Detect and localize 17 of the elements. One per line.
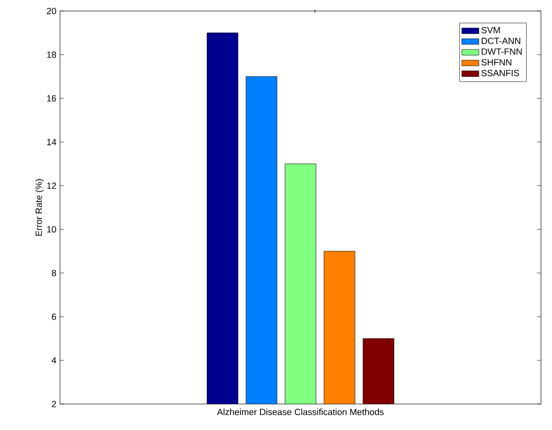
legend-label: SSANFIS: [481, 70, 520, 76]
y-axis-title: Error Rate (%): [35, 179, 44, 236]
y-tick-label: 20: [46, 8, 56, 14]
x-axis-title: Alzheimer Disease Classification Methods: [217, 408, 384, 416]
y-tick-label: 10: [47, 226, 56, 233]
legend-label: SHFNN: [481, 59, 512, 66]
y-tick-label: 8: [52, 270, 56, 276]
y-tick-label: 12: [47, 182, 56, 189]
y-tick-label: 16: [47, 95, 56, 102]
y-tick-label: 18: [47, 51, 56, 58]
legend-label: DWT-FNN: [482, 48, 522, 55]
y-tick-label: 6: [52, 313, 56, 320]
y-tick-label: 14: [47, 138, 56, 146]
legend-label: SVM: [481, 26, 500, 34]
y-tick-label: 4: [52, 357, 56, 364]
legend-label: DCT-ANN: [482, 38, 520, 44]
y-tick-label: 2: [52, 400, 56, 408]
